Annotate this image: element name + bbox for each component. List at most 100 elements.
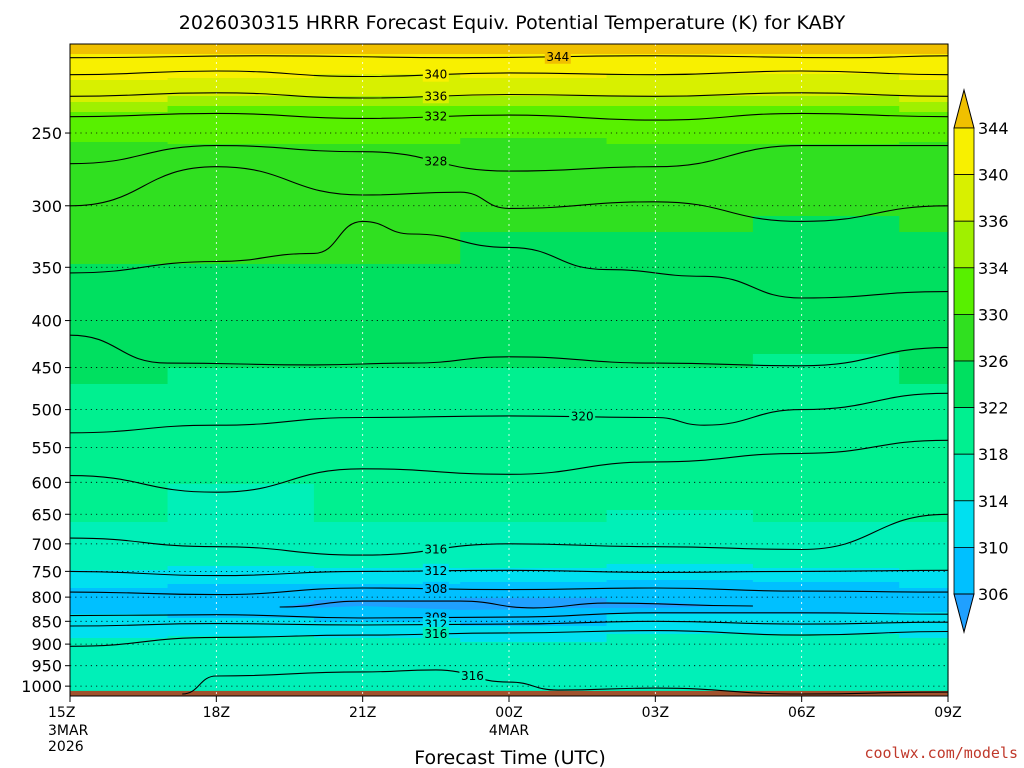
field-cell [850,382,900,385]
field-cell [850,168,900,171]
field-cell [606,370,656,373]
field-cell [265,210,315,213]
field-cell [655,184,705,187]
field-cell [704,492,754,495]
field-cell [606,298,656,301]
field-cell [70,512,120,515]
field-cell [265,416,315,419]
field-cell [704,572,754,575]
field-cell [216,80,266,83]
field-cell [557,156,608,159]
field-cell [752,224,803,227]
field-cell [606,518,656,521]
field-cell [411,58,461,61]
field-cell [606,516,656,519]
field-cell [752,206,803,209]
field-cell [167,280,217,283]
field-cell [411,170,461,173]
field-cell [752,592,803,595]
field-cell [752,106,803,109]
field-cell [411,230,461,233]
field-cell [655,406,705,409]
field-cell [801,430,852,433]
field-cell [313,224,364,227]
field-cell [899,134,949,137]
field-cell [899,194,949,197]
field-cell [362,396,413,399]
field-cell [411,372,461,375]
field-cell [265,308,315,311]
field-cell [70,340,120,343]
field-cell [850,216,900,219]
field-cell [704,488,754,491]
field-cell [411,210,461,213]
field-cell [899,346,949,349]
field-cell [606,96,656,99]
field-cell [850,178,900,181]
field-cell [557,470,608,473]
field-cell [606,104,656,107]
field-cell [460,272,510,275]
field-cell [362,252,413,255]
field-cell [70,452,120,455]
field-cell [265,68,315,71]
field-cell [850,260,900,263]
field-cell [265,58,315,61]
field-cell [752,64,803,67]
field-cell [313,484,364,487]
field-cell [362,226,413,229]
field-cell [460,382,510,385]
field-cell [118,286,169,289]
field-cell [313,590,364,593]
field-cell [70,430,120,433]
field-cell [655,134,705,137]
field-cell [313,542,364,545]
field-cell [265,314,315,317]
field-cell [752,402,803,405]
field-cell [655,432,705,435]
field-cell [411,596,461,599]
field-cell [801,218,852,221]
field-cell [313,548,364,551]
field-cell [850,554,900,557]
field-cell [509,80,559,83]
field-cell [167,534,217,537]
field-cell [411,236,461,239]
field-cell [216,332,266,335]
field-cell [362,320,413,323]
field-cell [411,138,461,141]
field-cell [704,372,754,375]
field-cell [265,594,315,597]
field-cell [557,110,608,113]
field-cell [606,122,656,125]
field-cell [704,170,754,173]
field-cell [752,282,803,285]
field-cell [606,586,656,589]
field-cell [362,574,413,577]
field-cell [313,100,364,103]
field-cell [655,148,705,151]
field-cell [557,366,608,369]
field-cell [411,134,461,137]
field-cell [606,284,656,287]
field-cell [606,538,656,541]
field-cell [752,316,803,319]
field-cell [752,180,803,183]
field-cell [557,526,608,529]
field-cell [606,94,656,97]
field-cell [313,266,364,269]
field-cell [850,314,900,317]
field-cell [850,68,900,71]
field-cell [752,234,803,237]
field-cell [362,324,413,327]
field-cell [216,394,266,397]
field-cell [362,280,413,283]
field-cell [557,58,608,61]
field-cell [752,144,803,147]
field-cell [606,132,656,135]
field-cell [216,170,266,173]
field-cell [216,426,266,429]
field-cell [655,350,705,353]
field-cell [362,486,413,489]
field-cell [899,398,949,401]
